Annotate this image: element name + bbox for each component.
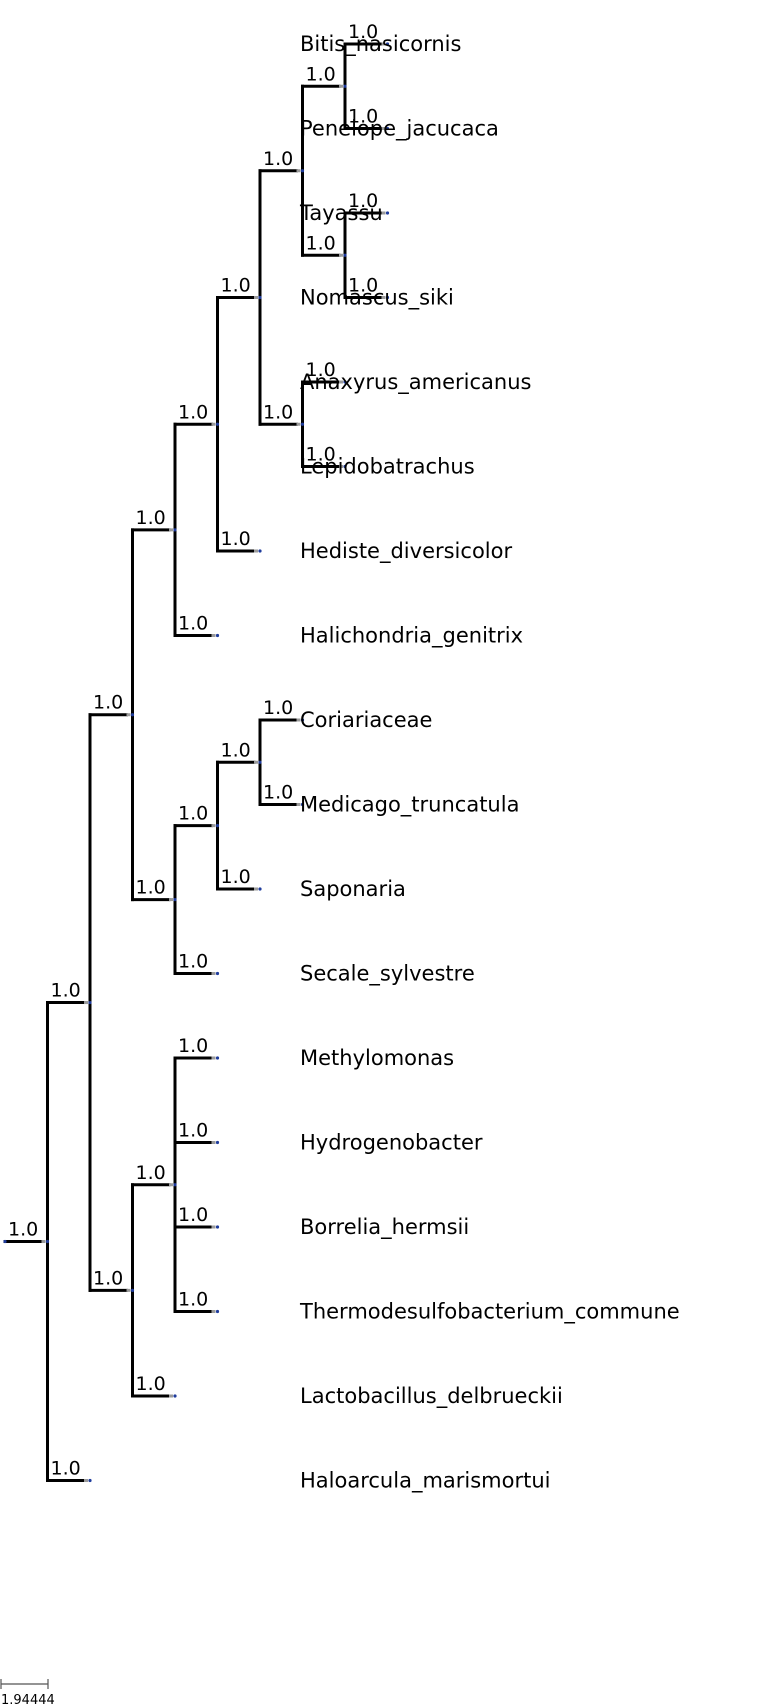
leaf-dot [215,1140,220,1145]
scale-bar-label: 1.94444 [1,1693,55,1708]
leaf-dot [300,718,305,722]
support-value: 1.0 [51,1458,81,1480]
support-value: 1.0 [306,359,336,381]
leaf-dot [215,1056,220,1060]
support-value: 1.0 [221,275,251,297]
leaf-dot [385,295,390,300]
support-value: 1.0 [136,1162,166,1184]
leaf-label: Penelope_jacucaca [300,117,499,142]
support-value: 1.0 [51,980,81,1002]
node-dot [88,1000,92,1005]
support-value: 1.0 [136,507,166,529]
node-dot [130,1288,135,1292]
support-value: 1.0 [348,190,378,212]
support-value: 1.0 [136,1373,166,1395]
leaf-dot [215,633,220,638]
node-dot [258,295,262,300]
leaf-label: Coriariaceae [300,708,432,732]
support-value: 1.0 [178,1035,208,1057]
support-value: 1.0 [178,1204,208,1226]
node-dot [215,824,220,828]
leaf-label: Medicago_truncatula [300,793,519,818]
leaf-dot [88,1478,92,1483]
node-dot [130,713,135,717]
support-value: 1.0 [263,782,293,804]
leaf-label: Secale_sylvestre [300,962,475,987]
leaf-dot [258,887,262,891]
leaf-label: Halichondria_genitrix [300,624,523,649]
leaf-dot [215,971,220,976]
support-value: 1.0 [93,692,123,714]
support-value: 1.0 [263,148,293,170]
leaf-dot [385,42,390,46]
node-dot [3,1239,7,1244]
support-value: 1.0 [8,1219,38,1241]
leaf-label: Lactobacillus_delbrueckii [300,1384,563,1409]
support-value: 1.0 [221,739,251,761]
node-dot [173,1183,177,1187]
support-value: 1.0 [178,613,208,635]
support-value: 1.0 [306,444,336,466]
support-value: 1.0 [221,866,251,888]
leaf-dot [385,126,390,131]
leaf-dot [343,464,347,469]
leaf-label: Lepidobatrachus [300,455,475,479]
support-value: 1.0 [178,1289,208,1311]
leaf-label: Hydrogenobacter [300,1131,483,1155]
leaf-label: Thermodesulfobacterium_commune [299,1300,680,1325]
leaf-dot [300,802,305,807]
support-value: 1.0 [221,528,251,550]
support-value: 1.0 [348,21,378,43]
leaf-dot [173,1394,177,1398]
node-dot [300,169,305,173]
node-dot [45,1239,50,1244]
leaf-label: Tayassu [299,201,383,225]
leaf-dot [343,380,347,384]
support-value: 1.0 [93,1267,123,1289]
leaf-label: Hediste_diversicolor [300,539,512,564]
support-value: 1.0 [178,951,208,973]
support-value: 1.0 [306,63,336,85]
leaf-dot [258,549,262,553]
leaf-dot [215,1309,220,1314]
support-value: 1.0 [263,697,293,719]
leaf-label: Saponaria [300,877,406,901]
support-value: 1.0 [348,275,378,297]
leaf-label: Methylomonas [300,1046,454,1070]
node-dot [173,528,177,532]
support-value: 1.0 [178,401,208,423]
node-dot [215,422,220,426]
support-value: 1.0 [306,232,336,254]
support-value: 1.0 [263,401,293,423]
support-value: 1.0 [178,803,208,825]
node-dot [300,422,305,426]
leaf-label: Haloarcula_marismortui [300,1469,551,1494]
leaf-dot [385,211,390,215]
leaf-label: Anaxyrus_americanus [300,370,531,395]
leaf-label: Bitis_nasicornis [300,32,461,57]
leaf-label: Borrelia_hermsii [300,1215,469,1240]
node-dot [258,760,262,764]
node-dot [343,84,347,88]
support-value: 1.0 [178,1120,208,1142]
node-dot [343,253,347,257]
leaf-label: Nomascus_siki [300,286,454,311]
support-value: 1.0 [136,877,166,899]
node-dot [173,897,177,902]
support-value: 1.0 [348,106,378,128]
leaf-dot [215,1225,220,1229]
